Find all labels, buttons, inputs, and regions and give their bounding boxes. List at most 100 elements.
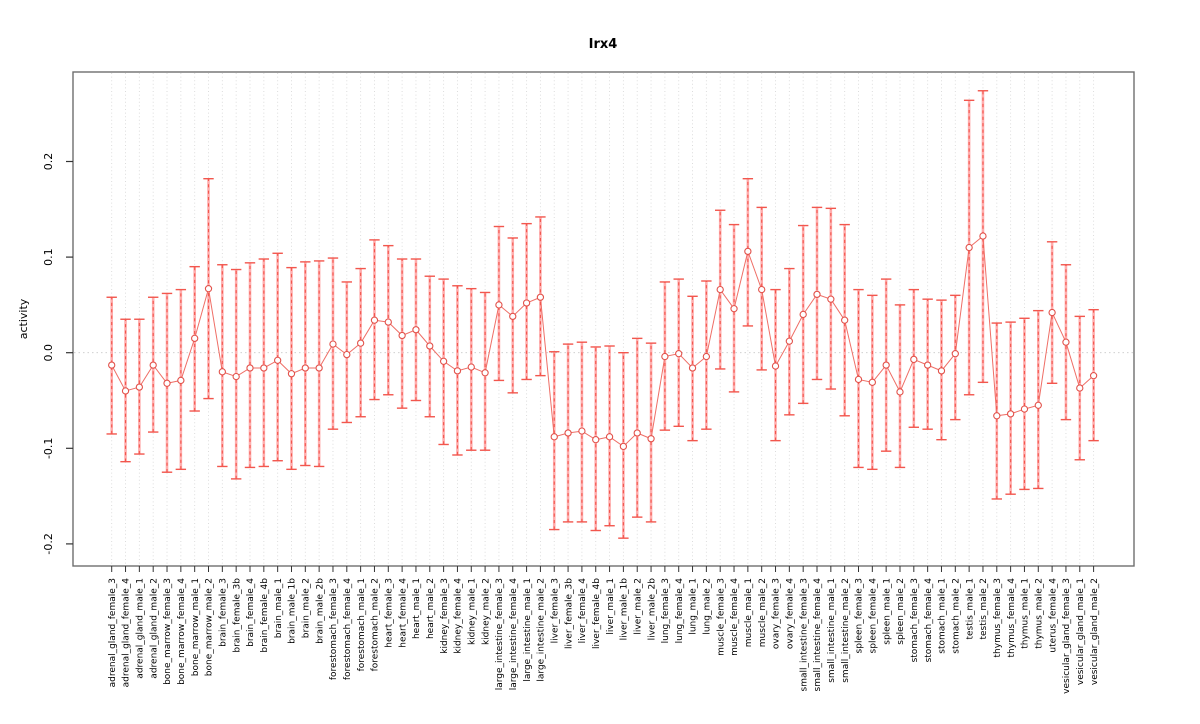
x-tick-label: forestomach_male_2	[371, 578, 381, 671]
x-tick-label: testis_male_2	[979, 578, 989, 640]
data-point	[163, 379, 171, 387]
data-point	[370, 316, 379, 324]
data-point	[633, 429, 641, 437]
data-point	[605, 433, 614, 441]
data-point	[135, 383, 144, 391]
data-point	[564, 429, 572, 437]
data-point	[896, 388, 904, 396]
y-tick-label: -0.2	[42, 533, 55, 554]
data-point	[854, 375, 863, 384]
data-point	[287, 370, 296, 378]
data-point	[771, 362, 780, 370]
x-tick-label: heart_female_4	[398, 578, 408, 648]
x-tick-label: ovary_female_4	[786, 578, 796, 649]
y-tick-label: 0.0	[42, 344, 55, 362]
data-point	[1034, 401, 1042, 409]
x-tick-label: adrenal_gland_female_3	[108, 578, 118, 687]
x-tick-label: muscle_male_1	[744, 578, 754, 647]
x-tick-label: bone_marrow_female_3	[163, 578, 173, 685]
data-point	[647, 435, 655, 443]
data-point	[481, 369, 489, 377]
x-tick-label: heart_female_3	[384, 578, 394, 648]
x-tick-label: vesicular_gland_female_3	[1062, 578, 1072, 694]
data-point	[1006, 410, 1015, 418]
data-point	[619, 442, 628, 451]
series-line	[111, 235, 1094, 448]
data-point	[218, 368, 226, 376]
x-tick-label: forestomach_female_3	[329, 578, 339, 680]
data-point	[965, 243, 973, 252]
x-tick-label: lung_male_2	[703, 578, 713, 635]
data-point	[204, 284, 213, 293]
data-point	[716, 285, 724, 294]
data-point	[121, 387, 130, 395]
x-tick-label: forestomach_female_4	[343, 578, 353, 680]
data-point	[910, 355, 918, 364]
data-point	[398, 331, 406, 340]
data-point	[1076, 384, 1084, 392]
data-point	[1020, 405, 1029, 413]
data-point	[274, 356, 282, 364]
x-tick-label: vesicular_gland_male_2	[1090, 578, 1100, 685]
data-point	[426, 342, 434, 350]
x-tick-label: brain_male_2b	[315, 578, 325, 644]
data-point	[841, 316, 849, 324]
data-point	[315, 364, 323, 372]
x-tick-label: spleen_male_1	[882, 578, 892, 645]
data-point	[592, 436, 600, 444]
x-tick-label: liver_female_4b	[592, 578, 602, 649]
x-tick-label: small_intestine_male_2	[841, 578, 851, 683]
x-tick-label: lung_female_3	[661, 578, 671, 643]
data-point	[799, 310, 807, 319]
x-tick-label: stomach_female_3	[910, 578, 920, 662]
x-tick-label: large_intestine_male_2	[537, 578, 547, 682]
x-tick-label: liver_female_3b	[564, 578, 574, 649]
x-tick-label: large_intestine_female_4	[509, 578, 519, 691]
x-tick-label: adrenal_gland_male_1	[136, 578, 146, 679]
data-point	[329, 340, 337, 348]
data-point	[937, 367, 946, 375]
x-tick-label: thymus_male_1	[1021, 578, 1031, 649]
x-tick-label: small_intestine_female_4	[813, 578, 823, 692]
x-tick-label: large_intestine_female_3	[495, 578, 505, 690]
x-tick-label: uterus_female_4	[1048, 578, 1058, 653]
y-tick-label: 0.2	[42, 153, 55, 171]
x-tick-label: lung_female_4	[675, 578, 685, 644]
x-tick-label: liver_male_1	[606, 578, 616, 635]
data-point	[467, 363, 475, 371]
x-tick-label: muscle_female_3	[716, 578, 726, 656]
data-point	[246, 364, 254, 372]
data-point	[1062, 338, 1070, 346]
data-point	[149, 361, 157, 369]
data-point	[827, 295, 835, 303]
data-point	[550, 433, 558, 441]
x-tick-label: thymus_male_2	[1034, 578, 1044, 649]
data-point	[688, 364, 697, 372]
data-point	[702, 352, 711, 361]
data-point	[868, 378, 876, 386]
data-point	[356, 339, 365, 347]
chart-title: Irx4	[589, 37, 618, 52]
data-point	[675, 350, 683, 358]
data-point	[661, 352, 669, 361]
x-tick-label: brain_male_2	[302, 578, 312, 638]
data-point	[522, 299, 531, 307]
y-axis-label: activity	[17, 298, 30, 339]
y-tick-label: -0.1	[42, 438, 55, 459]
x-tick-label: bone_marrow_male_1	[191, 578, 201, 676]
data-point	[495, 301, 503, 309]
x-tick-label: bone_marrow_female_4	[177, 578, 187, 685]
x-tick-label: adrenal_gland_female_4	[122, 578, 132, 688]
data-point	[1048, 308, 1056, 317]
x-tick-label: testis_male_1	[965, 578, 975, 640]
y-tick-label: 0.1	[42, 248, 55, 266]
x-tick-label: thymus_female_3	[993, 578, 1003, 657]
x-tick-label: ovary_female_3	[772, 578, 782, 649]
data-point	[343, 350, 351, 359]
data-point	[993, 412, 1001, 420]
x-tick-label: heart_male_1	[412, 578, 422, 639]
x-tick-label: brain_male_1	[274, 578, 284, 638]
plot-layer: -0.2 -0.1 0.0 0.1 0.2 adrenal_gland_female_3 a…	[42, 71, 1135, 694]
x-tick-label: thymus_female_4	[1007, 578, 1017, 658]
